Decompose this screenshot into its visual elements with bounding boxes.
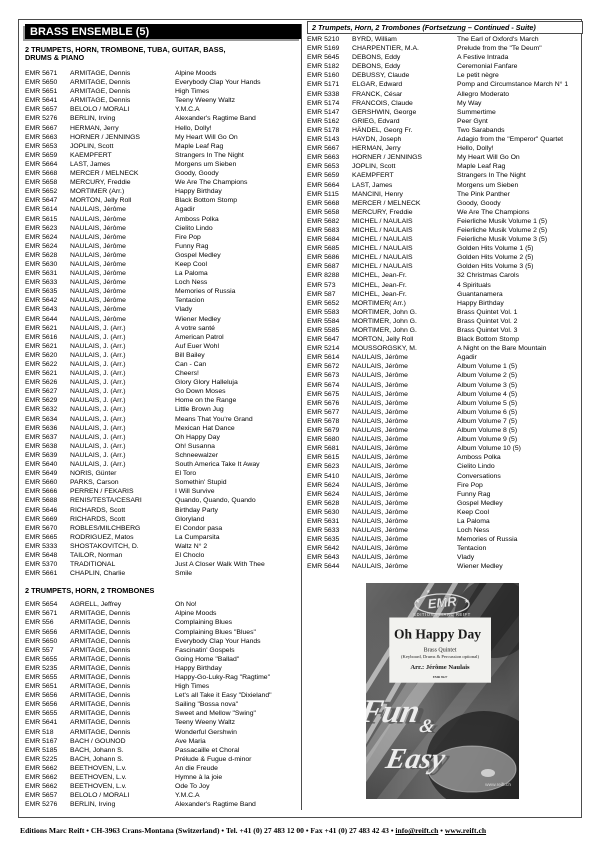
svg-text:EDITIONS MARC REIFT: EDITIONS MARC REIFT <box>413 612 470 617</box>
svg-text:Brass Quintet: Brass Quintet <box>424 648 457 654</box>
svg-text:★: ★ <box>415 598 420 605</box>
svg-text:www.reift.ch: www.reift.ch <box>485 782 511 788</box>
svg-text:Arr.: Jérôme Naulais: Arr.: Jérôme Naulais <box>410 664 470 671</box>
svg-text:Oh Happy Day: Oh Happy Day <box>394 627 481 642</box>
svg-text:EMR: EMR <box>427 593 458 611</box>
svg-text:Easy: Easy <box>382 743 449 775</box>
svg-text:Fun: Fun <box>366 693 423 730</box>
svg-text:★: ★ <box>426 589 431 595</box>
svg-text:★: ★ <box>464 598 469 605</box>
svg-text:EMR 9627: EMR 9627 <box>433 675 448 679</box>
